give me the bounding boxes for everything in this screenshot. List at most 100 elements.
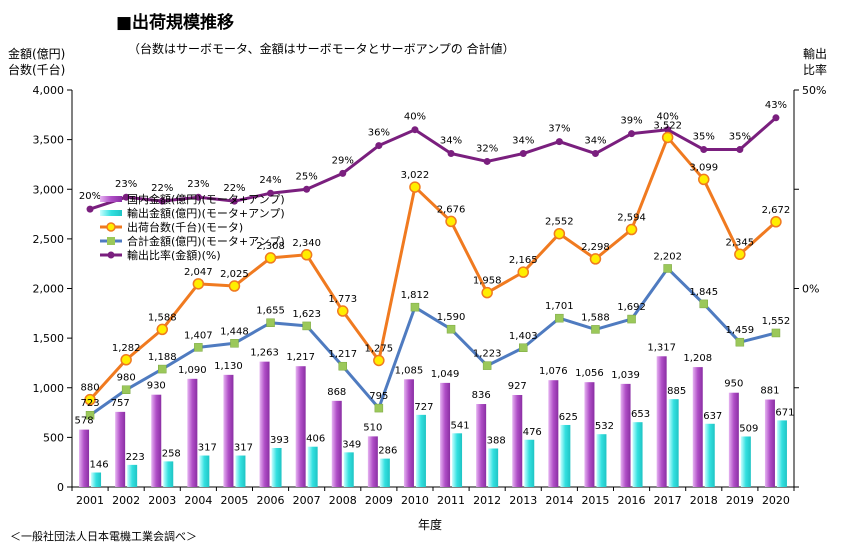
data-label-total-amount: 1,552 (762, 316, 791, 327)
source-note: ＜一般社団法人日本電機工業会調べ＞ (10, 530, 197, 543)
data-label-shipment-units: 1,773 (328, 294, 357, 305)
legend-swatch-domestic (100, 196, 122, 202)
data-label-export-ratio: 23% (115, 179, 137, 190)
data-label-export: 286 (378, 446, 397, 457)
data-label-export: 637 (703, 411, 722, 422)
marker-total-amount (446, 324, 456, 334)
bar-domestic (656, 356, 667, 487)
y-tick-label: 2,500 (33, 233, 65, 246)
data-label-shipment-units: 1,958 (473, 276, 502, 287)
data-label-export: 393 (270, 435, 289, 446)
data-label-export-ratio: 36% (368, 128, 390, 139)
legend-label-ratio: 輸出比率(金額)(%) (127, 248, 221, 262)
marker-total-amount (302, 321, 311, 331)
data-label-total-amount: 1,448 (220, 326, 249, 337)
data-label-domestic: 1,263 (250, 348, 279, 359)
marker-shipment-units (300, 249, 313, 261)
bar-export (199, 455, 210, 487)
chart-subtitle: （台数はサーボモータ、金額はサーボモータとサーボアンプの 合計値） (128, 42, 515, 56)
bar-export (235, 455, 246, 487)
data-label-export: 625 (559, 412, 578, 423)
marker-total-amount (410, 302, 420, 312)
bar-export (91, 472, 102, 487)
bar-domestic (259, 361, 270, 487)
data-label-export: 727 (414, 402, 433, 413)
data-label-export: 388 (487, 435, 506, 446)
bar-domestic (295, 366, 306, 487)
y-left-label-units: 台数(千台) (8, 63, 66, 77)
y-tick-label: 2,000 (33, 283, 65, 296)
marker-shipment-units (481, 286, 493, 299)
marker-total-amount (266, 318, 275, 327)
x-tick-label: 2020 (762, 494, 790, 507)
bar-export (596, 434, 607, 487)
marker-total-amount (482, 361, 492, 370)
marker-total-amount (158, 364, 167, 374)
legend-label-units: 出荷台数(千台)(モータ) (127, 220, 243, 234)
marker-export-ratio (122, 193, 130, 201)
data-label-domestic: 1,317 (647, 342, 676, 353)
x-tick-label: 2019 (726, 494, 754, 507)
marker-total-amount (663, 264, 672, 273)
marker-shipment-units (228, 280, 241, 292)
marker-shipment-units (698, 173, 710, 186)
x-tick-label: 2005 (220, 494, 248, 507)
marker-shipment-units (337, 305, 349, 317)
x-tick-label: 2002 (112, 494, 140, 507)
y-tick-label: 3,000 (33, 183, 65, 196)
data-label-export: 406 (306, 434, 325, 445)
line-shipment-units (88, 135, 777, 401)
marker-total-amount (555, 313, 564, 323)
x-tick-label: 2012 (473, 494, 501, 507)
marker-export-ratio (700, 146, 708, 154)
data-label-domestic: 881 (760, 386, 779, 397)
marker-export-ratio (158, 197, 166, 205)
marker-export-ratio (519, 150, 527, 158)
x-tick-label: 2009 (365, 494, 393, 507)
data-label-export-ratio: 34% (512, 136, 534, 147)
marker-shipment-units (770, 216, 782, 228)
bar-export (452, 433, 463, 487)
x-axis-title: 年度 (418, 518, 443, 532)
bar-domestic (476, 404, 487, 487)
y-tick-label: 1,000 (33, 382, 65, 395)
marker-total-amount (194, 343, 203, 352)
marker-total-amount (519, 343, 528, 353)
data-label-domestic: 950 (724, 379, 743, 390)
data-label-domestic: 757 (111, 398, 130, 409)
y-tick-label: 500 (43, 431, 64, 444)
data-label-domestic: 510 (363, 422, 382, 433)
marker-export-ratio (664, 126, 672, 134)
bar-domestic (187, 378, 198, 487)
data-label-domestic: 1,085 (395, 365, 424, 376)
data-label-shipment-units: 880 (81, 383, 100, 394)
x-tick-label: 2003 (148, 494, 176, 507)
bar-domestic (584, 382, 595, 487)
data-label-export-ratio: 34% (440, 136, 462, 147)
data-label-export: 541 (451, 420, 470, 431)
marker-total-amount (627, 314, 636, 324)
data-label-export-ratio: 20% (79, 191, 101, 202)
data-label-export: 317 (234, 443, 253, 454)
data-label-shipment-units: 1,588 (148, 312, 177, 323)
bar-export (415, 414, 426, 487)
data-label-domestic: 1,039 (611, 370, 640, 381)
y-left-label-amount: 金額(億円) (8, 47, 66, 61)
data-label-domestic: 1,130 (214, 361, 243, 372)
marker-shipment-units (84, 393, 96, 406)
data-label-total-amount: 1,403 (509, 331, 538, 342)
bar-domestic (440, 382, 451, 487)
data-label-shipment-units: 2,025 (220, 269, 249, 280)
data-label-total-amount: 1,188 (148, 352, 177, 363)
line-export-ratio (89, 116, 777, 211)
bar-export (668, 399, 679, 487)
legend-label-domestic: 国内金額(億円)(モータ+アンプ) (127, 192, 285, 206)
data-label-export-ratio: 25% (296, 171, 318, 182)
marker-total-amount (699, 299, 708, 309)
marker-export-ratio (86, 205, 94, 213)
data-label-domestic: 868 (327, 387, 346, 398)
marker-export-ratio (230, 197, 238, 205)
data-label-total-amount: 1,845 (689, 287, 718, 298)
data-label-domestic: 1,208 (683, 353, 712, 364)
data-label-shipment-units: 2,340 (292, 238, 321, 249)
